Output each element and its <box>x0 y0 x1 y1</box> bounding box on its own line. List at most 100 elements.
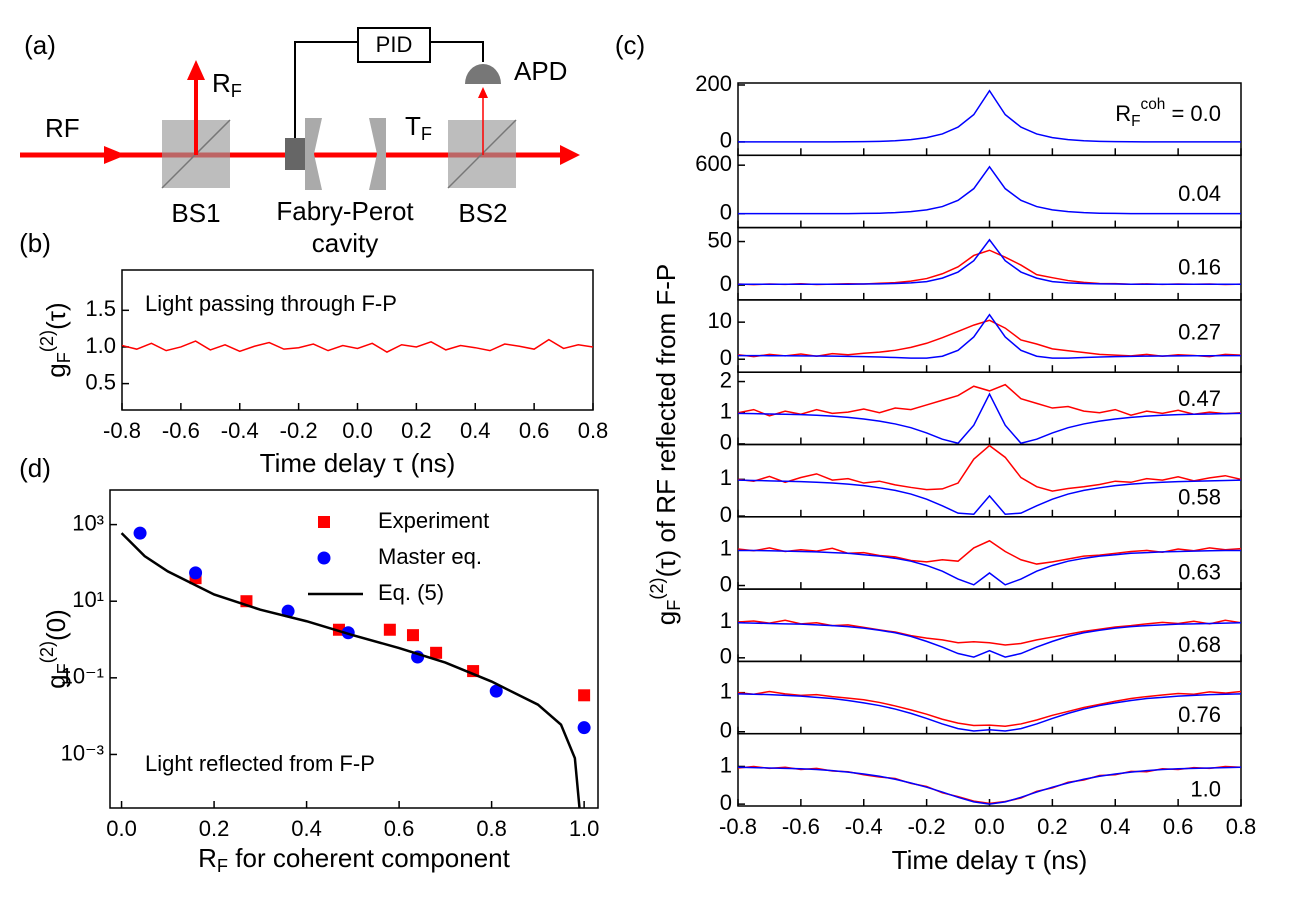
y-tick-label: 0.5 <box>85 369 116 394</box>
text-part: coh <box>1141 96 1166 113</box>
pid-label: PID <box>376 32 413 57</box>
panel-label: (d) <box>19 453 51 483</box>
panel-label: (b) <box>19 228 51 258</box>
cavity-label: Fabry-Perot <box>276 196 414 226</box>
y-tick-label: 0 <box>720 571 732 596</box>
text-part: (2) <box>37 330 57 352</box>
text-part: (τ) of RF reflected from F-P <box>651 264 681 578</box>
text-part: for coherent component <box>228 843 511 873</box>
y-tick-label: 10 <box>708 308 732 333</box>
apd-label: APD <box>514 56 567 86</box>
beam-arrowhead <box>478 87 488 98</box>
plot-frame <box>737 299 1242 373</box>
data-point <box>430 646 443 659</box>
y-tick-label: 1 <box>720 536 732 561</box>
data-point <box>489 684 503 698</box>
legend-marker <box>317 551 331 565</box>
data-point <box>383 623 396 636</box>
cavity-label: cavity <box>312 228 378 258</box>
text-part: F <box>1131 113 1140 130</box>
data-line <box>738 549 1241 586</box>
data-point <box>577 721 591 735</box>
x-tick-label: 0.0 <box>974 814 1005 839</box>
legend-label: Experiment <box>378 508 489 533</box>
data-line <box>738 383 1241 417</box>
x-tick-label: 0.4 <box>1100 814 1131 839</box>
text-part: (τ) <box>41 302 71 330</box>
data-line <box>738 690 1241 728</box>
y-tick-label: 1 <box>720 678 732 703</box>
x-tick-label: -0.4 <box>221 418 259 443</box>
text-part: R <box>198 843 217 873</box>
data-line <box>738 165 1241 215</box>
beam-arrowhead <box>560 145 580 165</box>
panel-label: (a) <box>24 30 56 60</box>
text-part: F <box>664 600 684 611</box>
input-label: RF <box>45 113 80 143</box>
data-point <box>578 689 591 702</box>
x-axis-label: Time delay τ (ns) <box>892 845 1088 875</box>
x-tick-label: -0.6 <box>162 418 200 443</box>
bs1-label: BS1 <box>171 198 220 228</box>
y-tick-label: 0 <box>720 345 732 370</box>
plot-frame <box>737 443 1242 518</box>
plot-frame <box>109 489 599 809</box>
x-tick-label: -0.4 <box>845 814 883 839</box>
x-tick-label: 0.4 <box>460 418 491 443</box>
y-tick-label: 1.5 <box>85 296 116 321</box>
feedback-wire <box>430 41 484 62</box>
plot-frame <box>737 226 1242 301</box>
y-axis-label: gF(2)(0) <box>37 609 74 689</box>
y-tick-label: 0 <box>720 128 732 153</box>
annotation: 0.04 <box>1178 181 1221 206</box>
annotation: Light passing through F-P <box>145 291 397 316</box>
y-tick-label: 0 <box>720 502 732 527</box>
x-tick-label: 0.6 <box>519 418 550 443</box>
plot-frame <box>737 371 1242 446</box>
y-tick-label: 10⁻¹ <box>61 664 104 689</box>
annotation: 0.76 <box>1178 702 1221 727</box>
reflected-label: RF <box>212 68 242 101</box>
data-line <box>738 693 1241 732</box>
legend-label: Eq. (5) <box>378 580 444 605</box>
data-line <box>738 319 1241 358</box>
annotation: 0.27 <box>1178 320 1221 345</box>
y-tick-label: 0 <box>720 200 732 225</box>
x-tick-label: 0.0 <box>342 418 373 443</box>
y-tick-label: 1 <box>720 399 732 424</box>
y-tick-label: 600 <box>695 151 732 176</box>
y-tick-label: 0 <box>720 430 732 455</box>
text-part: (2) <box>37 641 57 663</box>
transmitted-label: TF <box>405 111 432 144</box>
x-tick-label: 0.2 <box>1037 814 1068 839</box>
splitter-diagonal <box>447 119 517 189</box>
y-axis-label: gF(2)(τ) <box>37 302 74 377</box>
x-tick-label: -0.6 <box>782 814 820 839</box>
x-tick-label: 0.6 <box>1163 814 1194 839</box>
data-line <box>738 766 1241 805</box>
text-part: g <box>41 363 71 377</box>
annotation: Light reflected from F-P <box>145 751 375 776</box>
text-part: F <box>421 124 432 144</box>
data-point <box>281 604 295 618</box>
beam-arrowhead <box>187 60 205 80</box>
y-tick-label: 10⁻³ <box>61 740 104 765</box>
y-tick-label: 0 <box>720 790 732 815</box>
data-line <box>122 338 593 353</box>
mirror <box>369 118 386 190</box>
y-tick-label: 10³ <box>72 510 104 535</box>
text-part: R <box>1115 101 1131 126</box>
legend-marker <box>318 516 330 528</box>
data-line <box>738 765 1241 805</box>
y-tick-label: 2 <box>720 367 732 392</box>
data-line <box>738 444 1241 492</box>
piezo <box>285 138 305 170</box>
plot-frame <box>737 516 1242 590</box>
data-line <box>738 238 1241 285</box>
data-line <box>120 532 581 808</box>
y-tick-label: 0 <box>720 718 732 743</box>
annotation: 0.68 <box>1178 632 1221 657</box>
x-tick-label: -0.2 <box>908 814 946 839</box>
x-tick-label: 0.2 <box>401 418 432 443</box>
data-line <box>738 89 1241 143</box>
